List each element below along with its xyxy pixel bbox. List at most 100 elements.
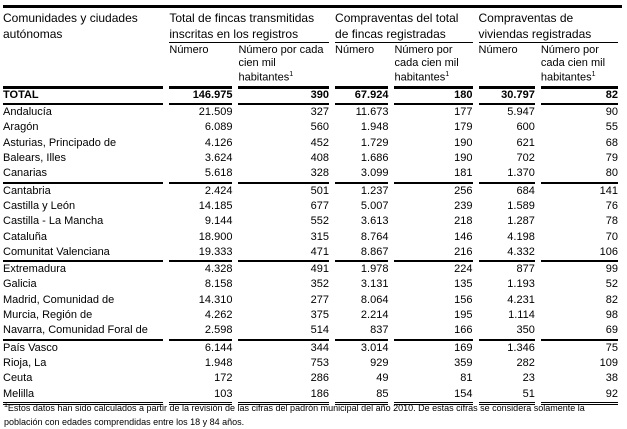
value-cell: 218 (454, 215, 473, 228)
region-name: Murcia, Región de (3, 309, 93, 322)
value-cell: 702 (516, 152, 535, 165)
value-cell: 452 (310, 136, 330, 149)
value-cell: 277 (310, 293, 330, 306)
region-name: Castilla - La Mancha (3, 215, 104, 228)
region-name: Canarias (3, 166, 164, 184)
value-cell: 154 (394, 387, 473, 405)
subheader-label: Número por cada cien mil habitantes (394, 44, 459, 84)
value-cell: 69 (540, 323, 618, 341)
value-cell: 1.686 (360, 152, 389, 165)
region-name: Asturias, Principado de (3, 136, 117, 149)
value-cell: 3.014 (360, 341, 389, 354)
value-cell: 90 (605, 106, 618, 119)
value-cell: 4.198 (507, 230, 535, 243)
value-cell: 79 (605, 152, 618, 165)
value-cell: 169 (454, 341, 473, 354)
value-cell: 179 (454, 121, 473, 134)
value-cell: 30.797 (478, 89, 535, 106)
value-cell: 224 (454, 263, 473, 276)
region-column-header: Comunidades y ciudades autónomas (3, 10, 164, 90)
value-cell: 390 (238, 89, 330, 106)
value-cell: 103 (169, 387, 233, 405)
total-row: TOTAL 146.975 390 67.924 180 30.797 82 (3, 89, 618, 106)
value-cell: 375 (310, 309, 330, 322)
value-cell: 3.099 (335, 166, 389, 184)
value-cell: 256 (454, 184, 473, 197)
value-cell: 82 (540, 89, 618, 106)
value-cell: 5.618 (169, 166, 233, 184)
region-name: Rioja, La (3, 356, 47, 369)
footnote-text: Estos datos han sido calculados a partir… (4, 403, 585, 427)
value-cell: 67.924 (335, 89, 389, 106)
table-row: Cantabria 2.424 501 1.237 256 684 141 (3, 184, 618, 199)
region-name: Andalucía (3, 106, 52, 119)
value-cell: 1.193 (507, 278, 535, 291)
value-cell: 4.328 (204, 263, 233, 276)
value-cell: 6.144 (204, 341, 233, 354)
value-cell: 1.287 (507, 215, 535, 228)
value-cell: 1.114 (508, 309, 535, 322)
table-row: Madrid, Comunidad de 14.310 277 8.064 156 4.2… (3, 293, 618, 308)
value-cell: 3.131 (360, 278, 389, 291)
table-row: Aragón 6.089 560 1.948 179 600 55 (3, 120, 618, 135)
value-cell: 52 (605, 278, 618, 291)
value-cell: 177 (454, 106, 473, 119)
value-cell: 1.589 (507, 199, 535, 212)
value-cell: 621 (516, 136, 535, 149)
value-cell: 82 (605, 293, 618, 306)
value-cell: 3.624 (204, 152, 233, 165)
value-cell: 11.673 (355, 106, 389, 119)
region-name: Castilla y León (3, 199, 76, 212)
value-cell: 1.948 (360, 121, 389, 134)
value-cell: 23 (522, 372, 535, 385)
subheader-rate: Número por cada cien mil habitantes1 (238, 43, 330, 90)
table-row: Murcia, Región de 4.262 375 2.214 195 1.114 98 (3, 308, 618, 323)
value-cell: 135 (454, 278, 473, 291)
table-row: País Vasco 6.144 344 3.014 169 1.346 75 (3, 341, 618, 356)
subheader-label: Número (478, 44, 518, 56)
value-cell: 327 (310, 106, 330, 119)
value-cell: 1.237 (360, 184, 389, 197)
table-row: Comunitat Valenciana 19.333 471 8.867 216 4.3… (3, 245, 618, 263)
subheader-label: Número por cada cien mil habitantes (540, 44, 606, 84)
footnote-mark: 1 (4, 402, 8, 409)
footnote-ref: 1 (289, 71, 294, 78)
value-cell: 4.231 (507, 293, 535, 306)
region-name: Navarra, Comunidad Foral de (3, 323, 164, 341)
value-cell: 328 (238, 166, 330, 184)
value-cell: 6.089 (204, 121, 233, 134)
table-row: Canarias 5.618 328 3.099 181 1.370 80 (3, 166, 618, 184)
value-cell: 70 (605, 230, 618, 243)
value-cell: 8.867 (335, 245, 389, 263)
value-cell: 85 (335, 387, 389, 405)
value-cell: 166 (394, 323, 473, 341)
region-name: Galicia (3, 278, 37, 291)
value-cell: 146.975 (169, 89, 233, 106)
value-cell: 78 (605, 215, 618, 228)
value-cell: 180 (394, 89, 473, 106)
value-cell: 190 (454, 152, 473, 165)
subheader-rate: Número por cada cien mil habitantes1 (540, 43, 618, 90)
value-cell: 80 (540, 166, 618, 184)
value-cell: 8.064 (360, 293, 389, 306)
region-name: Balears, Illes (3, 152, 66, 165)
value-cell: 2.424 (204, 184, 233, 197)
subheader-numero: Número (478, 43, 535, 90)
subheader-numero: Número (169, 43, 233, 90)
region-name: Cataluña (3, 230, 48, 243)
table-row: Castilla y León 14.185 677 5.007 239 1.589 76 (3, 199, 618, 214)
value-cell: 600 (516, 121, 535, 134)
value-cell: 4.126 (204, 136, 233, 149)
value-cell: 14.310 (198, 293, 233, 306)
top-rule (3, 5, 622, 8)
value-cell: 837 (335, 323, 389, 341)
value-cell: 753 (310, 356, 330, 369)
value-cell: 514 (238, 323, 330, 341)
value-cell: 14.185 (198, 199, 233, 212)
table-row: Galicia 8.158 352 3.131 135 1.193 52 (3, 277, 618, 292)
value-cell: 350 (478, 323, 535, 341)
value-cell: 2.214 (360, 309, 389, 322)
region-name: Ceuta (3, 372, 33, 385)
footnote-ref: 1 (591, 71, 596, 78)
group-header-total-fincas: Total de fincas transmitidas inscritas e… (169, 10, 330, 43)
